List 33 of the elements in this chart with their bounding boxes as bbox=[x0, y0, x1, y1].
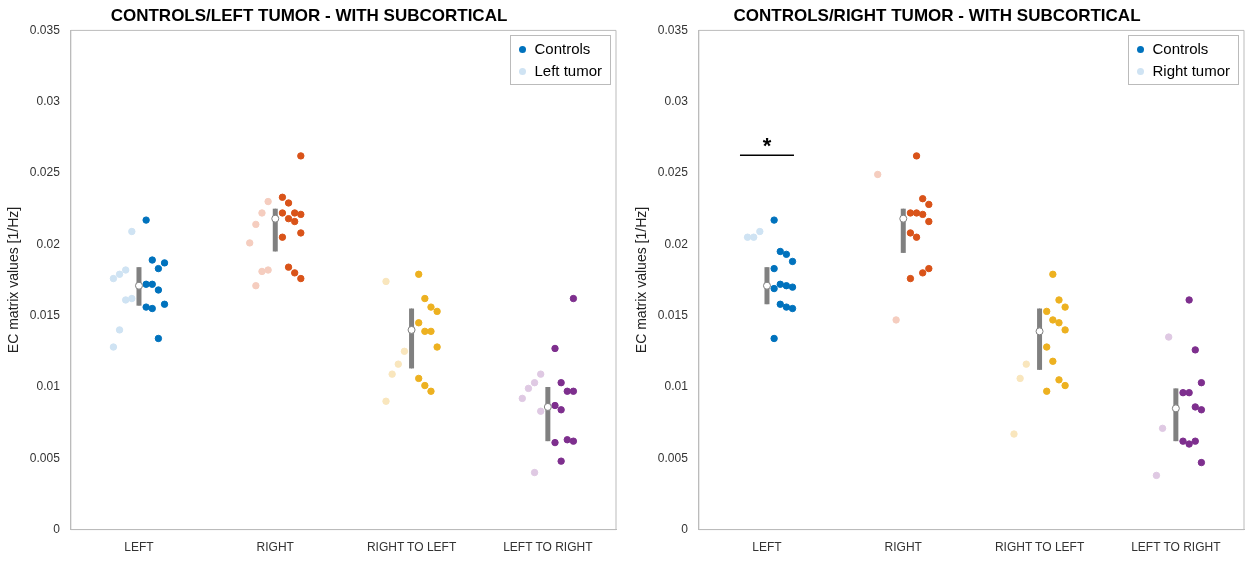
chart-title: CONTROLS/LEFT TUMOR - WITH SUBCORTICAL bbox=[110, 5, 508, 25]
x-tick-label: RIGHT TO LEFT bbox=[366, 540, 457, 555]
y-tick-label: 0.035 bbox=[29, 22, 61, 37]
y-tick-label: 0.03 bbox=[664, 94, 689, 109]
y-tick-label: 0.005 bbox=[29, 450, 61, 465]
y-tick-label: 0.01 bbox=[664, 379, 689, 394]
chart-title: CONTROLS/RIGHT TUMOR - WITH SUBCORTICAL bbox=[733, 5, 1141, 25]
legend-label: Right tumor bbox=[1152, 61, 1230, 82]
x-tick-label: LEFT bbox=[124, 540, 155, 555]
y-tick-label: 0.02 bbox=[664, 236, 689, 251]
y-tick-label: 0.035 bbox=[657, 22, 689, 37]
legend-label: Controls bbox=[1152, 39, 1209, 60]
y-axis-title: EC matrix values [1/Hz] bbox=[633, 206, 650, 354]
x-tick-label: RIGHT bbox=[884, 540, 923, 555]
y-tick-label: 0.005 bbox=[657, 450, 689, 465]
y-tick-label: 0.025 bbox=[29, 165, 61, 180]
x-tick-label: RIGHT bbox=[256, 540, 295, 555]
y-tick-label: 0 bbox=[681, 521, 689, 536]
y-tick-label: 0.015 bbox=[657, 307, 689, 322]
x-tick-label: RIGHT TO LEFT bbox=[994, 540, 1085, 555]
legend-label: Left tumor bbox=[534, 61, 602, 82]
y-tick-label: 0 bbox=[53, 521, 61, 536]
x-tick-label: LEFT TO RIGHT bbox=[1131, 540, 1222, 555]
annotation: * bbox=[762, 133, 772, 159]
x-tick-label: LEFT TO RIGHT bbox=[503, 540, 594, 555]
y-tick-label: 0.01 bbox=[36, 379, 61, 394]
y-tick-label: 0.015 bbox=[29, 307, 61, 322]
legend-label: Controls bbox=[534, 39, 591, 60]
x-tick-label: LEFT bbox=[752, 540, 783, 555]
y-tick-label: 0.03 bbox=[36, 94, 61, 109]
y-tick-label: 0.025 bbox=[657, 165, 689, 180]
y-tick-label: 0.02 bbox=[36, 236, 61, 251]
y-axis-title: EC matrix values [1/Hz] bbox=[5, 206, 22, 354]
